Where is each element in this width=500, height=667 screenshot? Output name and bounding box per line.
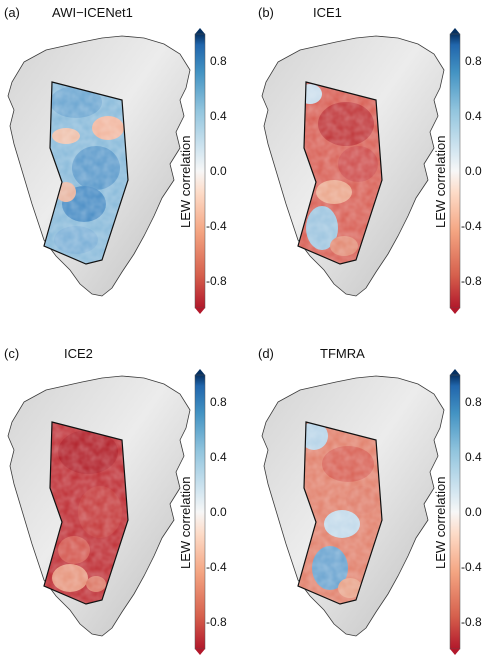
colorbar-tick-label: 0.0	[465, 505, 482, 519]
greenland-map	[7, 35, 191, 297]
colorbar-tick-label: 0.4	[465, 450, 482, 464]
panel-title: ICE2	[64, 346, 93, 361]
colorbar-label: LEW correlation	[178, 136, 193, 228]
colorbar-tick-label: 0.8	[210, 54, 227, 68]
colorbar-tick-label: 0.0	[210, 505, 227, 519]
colorbar-tick-label: 0.4	[210, 109, 227, 123]
colorbar-tick-label: 0.0	[210, 164, 227, 178]
colorbar-strip	[449, 33, 461, 309]
panel-title: ICE1	[313, 5, 342, 20]
panel-title: AWI−ICENet1	[52, 5, 133, 20]
panel-letter: (b)	[258, 5, 274, 20]
panel-d: (d) TFMRA 0.8 0.4 0.0 -0.4 -0.	[258, 346, 482, 655]
panel-a: (a) AWI−ICENet1 0.8 0.4 0.0	[4, 5, 227, 314]
colorbar-bottom-triangle	[450, 308, 460, 314]
colorbar-label: LEW correlation	[178, 477, 193, 569]
panel-letter: (d)	[258, 346, 274, 361]
greenland-map	[7, 375, 191, 637]
colorbar-bottom-triangle	[195, 649, 205, 655]
colorbar-tick-label: 0.8	[465, 54, 482, 68]
colorbar-tick-label: 0.8	[210, 395, 227, 409]
colorbar-strip	[194, 374, 206, 650]
colorbar-tick-label: -0.4	[206, 219, 227, 233]
colorbar-bottom-triangle	[450, 649, 460, 655]
panel-b: (b) ICE1 0.8 0.4 0.0 -0.4 -0.8	[258, 5, 482, 314]
colorbar-tick-label: -0.8	[461, 615, 482, 629]
colorbar-tick-label: -0.8	[206, 615, 227, 629]
colorbar: 0.8 0.4 0.0 -0.4 -0.8 LEW correlation	[178, 369, 227, 655]
colorbar: 0.8 0.4 0.0 -0.4 -0.8 LEW correlation	[433, 28, 482, 314]
colorbar-tick-label: -0.8	[461, 274, 482, 288]
colorbar-top-triangle	[195, 369, 205, 375]
colorbar-tick-label: 0.0	[465, 164, 482, 178]
colorbar-tick-label: -0.8	[206, 274, 227, 288]
colorbar-tick-label: -0.4	[206, 560, 227, 574]
colorbar-tick-label: -0.4	[461, 560, 482, 574]
colorbar: 0.8 0.4 0.0 -0.4 -0.8 LEW correlation	[178, 28, 227, 314]
greenland-map	[261, 35, 445, 297]
colorbar-tick-label: 0.8	[465, 395, 482, 409]
colorbar-strip	[449, 374, 461, 650]
greenland-map	[261, 375, 445, 637]
colorbar-strip	[194, 33, 206, 309]
colorbar-top-triangle	[195, 28, 205, 34]
colorbar-top-triangle	[450, 369, 460, 375]
panel-letter: (c)	[4, 346, 19, 361]
colorbar-label: LEW correlation	[433, 136, 448, 228]
colorbar-tick-label: -0.4	[461, 219, 482, 233]
panel-c: (c) ICE2 0.8 0.4 0.0 -0.4 -0.8 LE	[4, 346, 227, 655]
colorbar-tick-label: 0.4	[465, 109, 482, 123]
colorbar: 0.8 0.4 0.0 -0.4 -0.8 LEW correlation	[433, 369, 482, 655]
colorbar-tick-label: 0.4	[210, 450, 227, 464]
panel-title: TFMRA	[320, 346, 365, 361]
colorbar-bottom-triangle	[195, 308, 205, 314]
colorbar-top-triangle	[450, 28, 460, 34]
colorbar-label: LEW correlation	[433, 477, 448, 569]
panel-letter: (a)	[4, 5, 20, 20]
